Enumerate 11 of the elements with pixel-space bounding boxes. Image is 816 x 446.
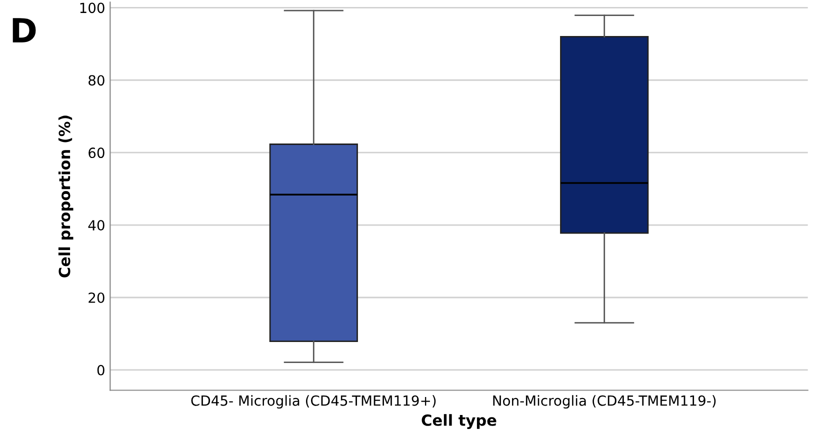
y-tick-label: 0 <box>97 364 104 376</box>
x-tick-label: Non-Microglia (CD45-TMEM119-) <box>493 395 716 409</box>
y-tick-label: 80 <box>88 75 104 86</box>
x-axis-title: Cell type <box>422 414 496 430</box>
y-tick-label: 60 <box>88 148 104 158</box>
x-tick-label: CD45- Microglia (CD45-TMEM119+) <box>191 395 436 409</box>
y-tick-label: 20 <box>88 292 104 303</box>
y-tick-label: 40 <box>88 220 104 231</box>
y-tick-label: 100 <box>80 2 104 14</box>
text: D <box>12 18 36 42</box>
y-axis-title: Cell proportion (%) <box>58 116 74 278</box>
